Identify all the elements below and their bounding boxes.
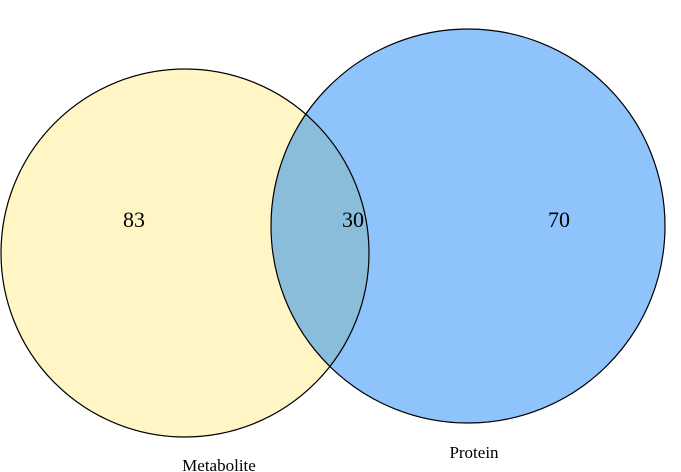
metabolite-circle-outline: [0, 68, 370, 438]
intersection-count: 30: [342, 207, 364, 232]
protein-circle-outline: [270, 28, 666, 424]
metabolite-only-count: 83: [123, 207, 145, 232]
protein-circle: [271, 29, 665, 423]
protein-only-count: 70: [548, 207, 570, 232]
metabolite-circle: [1, 69, 369, 437]
protein-label: Protein: [449, 443, 499, 462]
metabolite-label: Metabolite: [182, 456, 256, 472]
